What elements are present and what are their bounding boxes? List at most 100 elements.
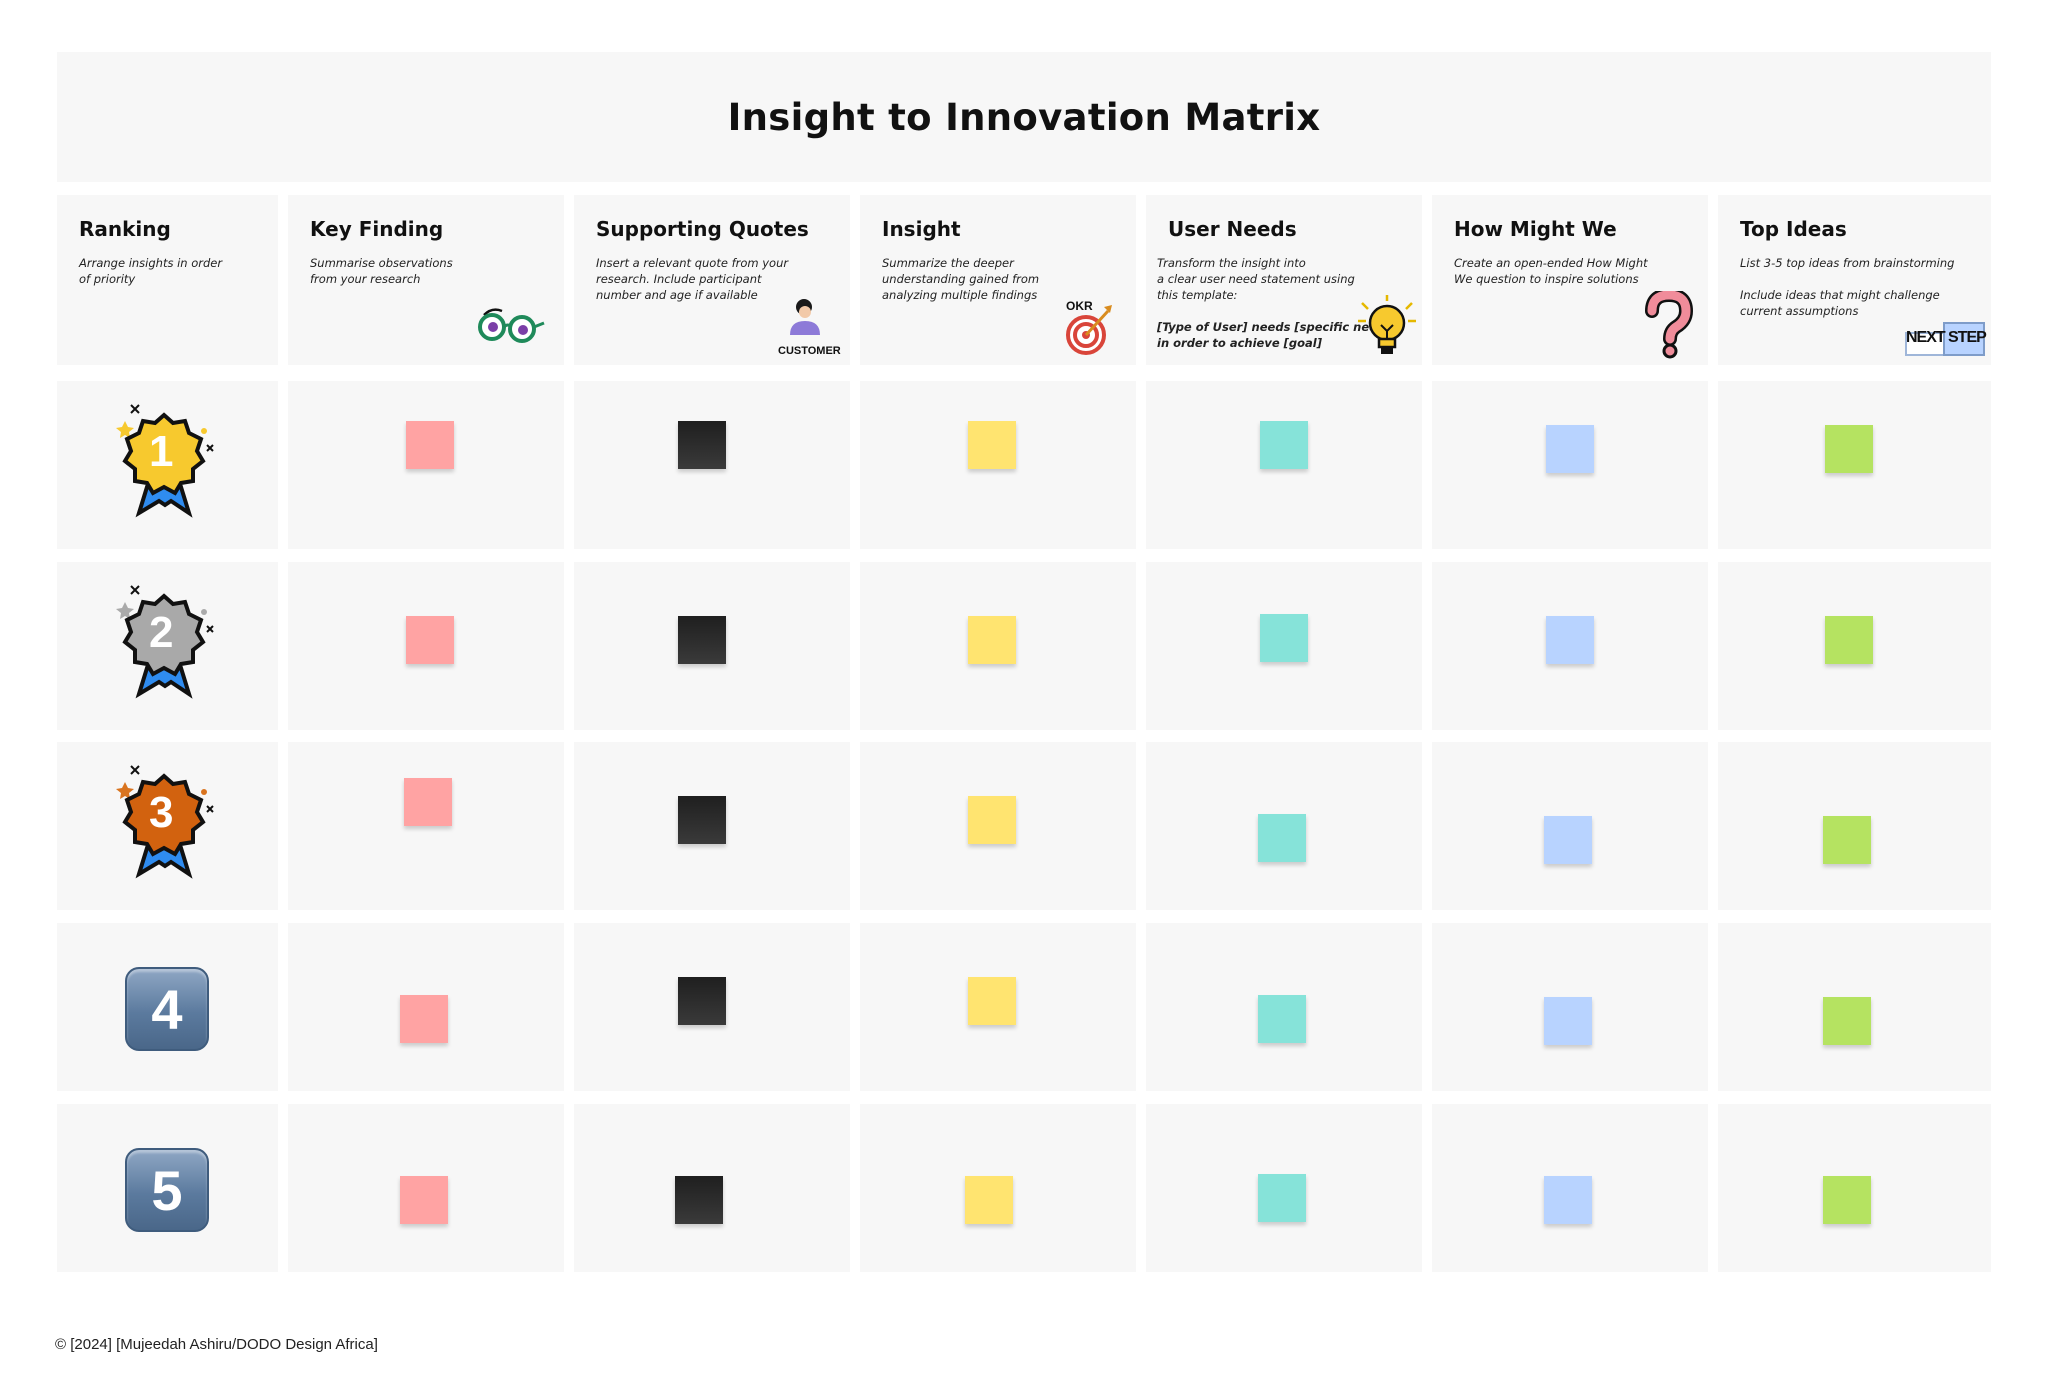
cell-top-ideas-1 xyxy=(1718,381,1991,549)
next-step-label-next: NEXT xyxy=(1906,329,1946,346)
sticky-note[interactable] xyxy=(1258,814,1306,862)
cell-hmw-2 xyxy=(1432,562,1708,730)
rank-number: 3 xyxy=(149,788,174,837)
cell-hmw-1 xyxy=(1432,381,1708,549)
sticky-note[interactable] xyxy=(1544,1176,1592,1224)
cell-key-finding-4 xyxy=(288,923,564,1091)
sticky-note[interactable] xyxy=(678,421,726,469)
sticky-note[interactable] xyxy=(1544,997,1592,1045)
sticky-note[interactable] xyxy=(675,1176,723,1224)
sticky-note[interactable] xyxy=(1823,816,1871,864)
cell-quotes-2 xyxy=(574,562,850,730)
header-top-ideas: Top Ideas List 3-5 top ideas from brains… xyxy=(1718,195,1991,365)
cell-insight-4 xyxy=(860,923,1136,1091)
cell-top-ideas-5 xyxy=(1718,1104,1991,1272)
rank-cell-3: 3 xyxy=(57,742,278,910)
sticky-note[interactable] xyxy=(406,421,454,469)
matrix-row-4: 4 xyxy=(57,923,1991,1091)
rank-cell-1: 1 xyxy=(57,381,278,549)
okr-target-icon xyxy=(1066,305,1112,355)
cell-key-finding-2 xyxy=(288,562,564,730)
matrix-row-1: 1 xyxy=(57,381,1991,549)
sticky-note[interactable] xyxy=(1825,425,1873,473)
customer-icon xyxy=(790,299,820,335)
sticky-note[interactable] xyxy=(678,977,726,1025)
cell-hmw-5 xyxy=(1432,1104,1708,1272)
sticky-note[interactable] xyxy=(1544,816,1592,864)
sticky-note[interactable] xyxy=(1546,616,1594,664)
header-how-might-we: How Might We Create an open-ended How Mi… xyxy=(1432,195,1708,365)
column-desc-top-ideas-2: Include ideas that might challenge curre… xyxy=(1740,288,1940,318)
next-step-icon xyxy=(1905,322,1985,356)
header-user-needs: User Needs Transform the insight into a … xyxy=(1146,195,1422,365)
sticky-note[interactable] xyxy=(968,796,1016,844)
column-desc-key-finding: Summarise observations from your researc… xyxy=(310,256,453,286)
matrix-row-2: 2 xyxy=(57,562,1991,730)
sticky-note[interactable] xyxy=(965,1176,1013,1224)
cell-user-needs-4 xyxy=(1146,923,1422,1091)
cell-user-needs-2 xyxy=(1146,562,1422,730)
sticky-note[interactable] xyxy=(1260,421,1308,469)
customer-icon-label: CUSTOMER xyxy=(778,345,841,357)
sticky-note[interactable] xyxy=(678,796,726,844)
sticky-note[interactable] xyxy=(1825,616,1873,664)
sticky-note[interactable] xyxy=(1258,995,1306,1043)
column-title-ranking: Ranking xyxy=(79,217,171,241)
column-title-user-needs: User Needs xyxy=(1168,217,1297,241)
cell-insight-1 xyxy=(860,381,1136,549)
title-banner: Insight to Innovation Matrix xyxy=(57,52,1991,182)
column-title-key-finding: Key Finding xyxy=(310,217,444,241)
cell-insight-2 xyxy=(860,562,1136,730)
sticky-note[interactable] xyxy=(1258,1174,1306,1222)
sticky-note[interactable] xyxy=(1823,1176,1871,1224)
sticky-note[interactable] xyxy=(1260,614,1308,662)
column-desc-insight: Summarize the deeper understanding gaine… xyxy=(882,256,1040,302)
glasses-icon xyxy=(478,308,545,343)
rank-cell-2: 2 xyxy=(57,562,278,730)
cell-top-ideas-4 xyxy=(1718,923,1991,1091)
cell-quotes-4 xyxy=(574,923,850,1091)
cell-hmw-3 xyxy=(1432,742,1708,910)
cell-quotes-1 xyxy=(574,381,850,549)
sticky-note[interactable] xyxy=(1823,997,1871,1045)
header-supporting-quotes: Supporting Quotes Insert a relevant quot… xyxy=(574,195,850,365)
keycap-5-icon: 5 xyxy=(125,1148,209,1232)
matrix-row-3: 3 xyxy=(57,742,1991,910)
board-title: Insight to Innovation Matrix xyxy=(727,95,1321,139)
sticky-note[interactable] xyxy=(968,421,1016,469)
cell-insight-3 xyxy=(860,742,1136,910)
sticky-note[interactable] xyxy=(968,616,1016,664)
cell-top-ideas-3 xyxy=(1718,742,1991,910)
keycap-4-icon: 4 xyxy=(125,967,209,1051)
sticky-note[interactable] xyxy=(678,616,726,664)
column-title-top-ideas: Top Ideas xyxy=(1740,217,1847,241)
cell-hmw-4 xyxy=(1432,923,1708,1091)
cell-quotes-5 xyxy=(574,1104,850,1272)
cell-user-needs-3 xyxy=(1146,742,1422,910)
sticky-note[interactable] xyxy=(1546,425,1594,473)
sticky-note[interactable] xyxy=(400,1176,448,1224)
column-desc-user-needs: Transform the insight into a clear user … xyxy=(1157,256,1355,302)
sticky-note[interactable] xyxy=(406,616,454,664)
cell-key-finding-3 xyxy=(288,742,564,910)
column-desc-supporting-quotes: Insert a relevant quote from your resear… xyxy=(596,256,789,302)
sticky-note[interactable] xyxy=(968,977,1016,1025)
column-title-supporting-quotes: Supporting Quotes xyxy=(596,217,809,241)
column-title-how-might-we: How Might We xyxy=(1454,217,1617,241)
rank-cell-4: 4 xyxy=(57,923,278,1091)
cell-user-needs-5 xyxy=(1146,1104,1422,1272)
sticky-note[interactable] xyxy=(404,778,452,826)
column-desc-top-ideas: List 3-5 top ideas from brainstorming xyxy=(1740,256,1955,270)
rank-number: 2 xyxy=(149,608,174,657)
matrix-row-5: 5 xyxy=(57,1104,1991,1272)
medal-gold-icon xyxy=(116,404,214,518)
next-step-label-step: STEP xyxy=(1948,329,1987,346)
cell-quotes-3 xyxy=(574,742,850,910)
header-ranking: Ranking Arrange insights in order of pri… xyxy=(57,195,278,365)
okr-label: OKR xyxy=(1066,299,1093,313)
rank-number: 1 xyxy=(149,427,174,476)
header-insight: Insight Summarize the deeper understandi… xyxy=(860,195,1136,365)
sticky-note[interactable] xyxy=(400,995,448,1043)
header-key-finding: Key Finding Summarise observations from … xyxy=(288,195,564,365)
column-desc-ranking: Arrange insights in order of priority xyxy=(79,256,223,286)
